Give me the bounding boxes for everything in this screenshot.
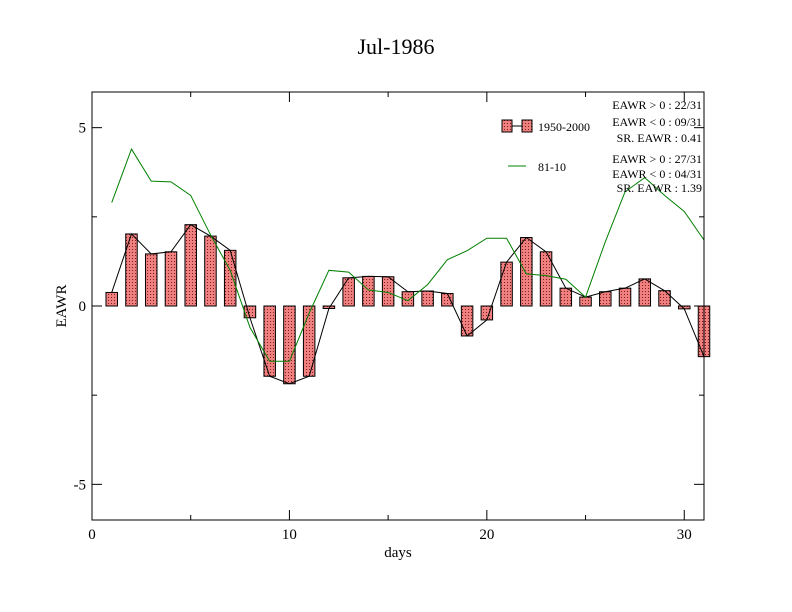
chart-title: Jul-1986 bbox=[358, 34, 435, 59]
bar-day-27 bbox=[618, 287, 632, 307]
bar-day-4 bbox=[164, 251, 178, 307]
y-tick-label: -5 bbox=[74, 477, 87, 493]
bar-day-15 bbox=[381, 276, 395, 307]
y-tick-label: 5 bbox=[79, 121, 87, 137]
x-tick-label: 0 bbox=[88, 527, 96, 543]
legend-entry-1950-2000: 1950-2000 bbox=[501, 119, 590, 134]
bar-day-14 bbox=[362, 275, 375, 307]
bar-day-19 bbox=[460, 305, 474, 337]
legend-label-series-1: 1950-2000 bbox=[538, 120, 590, 134]
bar-day-11 bbox=[302, 305, 316, 377]
legend-entry-81-10: 81-10 bbox=[508, 160, 566, 174]
y-axis-label: EAWR bbox=[54, 285, 70, 328]
bar-day-22 bbox=[520, 237, 533, 307]
x-axis-label: days bbox=[384, 545, 412, 561]
bar-day-1 bbox=[105, 291, 118, 307]
legend-swatch-bar bbox=[521, 119, 533, 133]
bar-day-25 bbox=[579, 296, 592, 307]
bar-day-17 bbox=[421, 290, 434, 307]
bar-day-26 bbox=[599, 291, 612, 307]
legend: 1950-2000 81-10 bbox=[501, 119, 590, 174]
stat-positive-81-10: EAWR > 0 : 27/31 bbox=[612, 152, 702, 166]
bar-day-29 bbox=[658, 290, 671, 307]
bar-day-21 bbox=[500, 261, 513, 307]
bar-day-18 bbox=[441, 293, 454, 307]
stat-sr-1950-2000: SR. EAWR : 0.41 bbox=[617, 131, 702, 145]
bar-day-3 bbox=[144, 253, 158, 307]
series-line-1950-2000 bbox=[111, 224, 705, 385]
legend-label-series-2: 81-10 bbox=[538, 160, 566, 174]
legend-swatch-bar bbox=[501, 119, 513, 133]
plot-area bbox=[105, 147, 711, 385]
stat-negative-1950-2000: EAWR < 0 : 09/31 bbox=[612, 115, 702, 129]
stat-sr-81-10: SR. EAWR : 1.39 bbox=[617, 181, 702, 195]
bar-day-6 bbox=[204, 235, 217, 307]
bar-day-10 bbox=[283, 305, 296, 385]
axes: 0 10 20 30 -5 0 5 bbox=[74, 92, 704, 543]
bar-day-7 bbox=[223, 249, 237, 307]
bar-day-13 bbox=[342, 277, 355, 307]
x-tick-label: 10 bbox=[282, 527, 297, 543]
x-tick-label: 20 bbox=[479, 527, 494, 543]
y-tick-label: 0 bbox=[79, 299, 87, 315]
stats-annotations: EAWR > 0 : 22/31 EAWR < 0 : 09/31 SR. EA… bbox=[612, 98, 702, 195]
bar-day-24 bbox=[559, 287, 573, 307]
bar-day-5 bbox=[184, 224, 197, 307]
stat-negative-81-10: EAWR < 0 : 04/31 bbox=[612, 167, 702, 181]
x-tick-label: 30 bbox=[677, 527, 692, 543]
stat-positive-1950-2000: EAWR > 0 : 22/31 bbox=[612, 98, 702, 112]
series-line-81-10 bbox=[111, 147, 705, 362]
bar-day-28 bbox=[638, 278, 652, 307]
